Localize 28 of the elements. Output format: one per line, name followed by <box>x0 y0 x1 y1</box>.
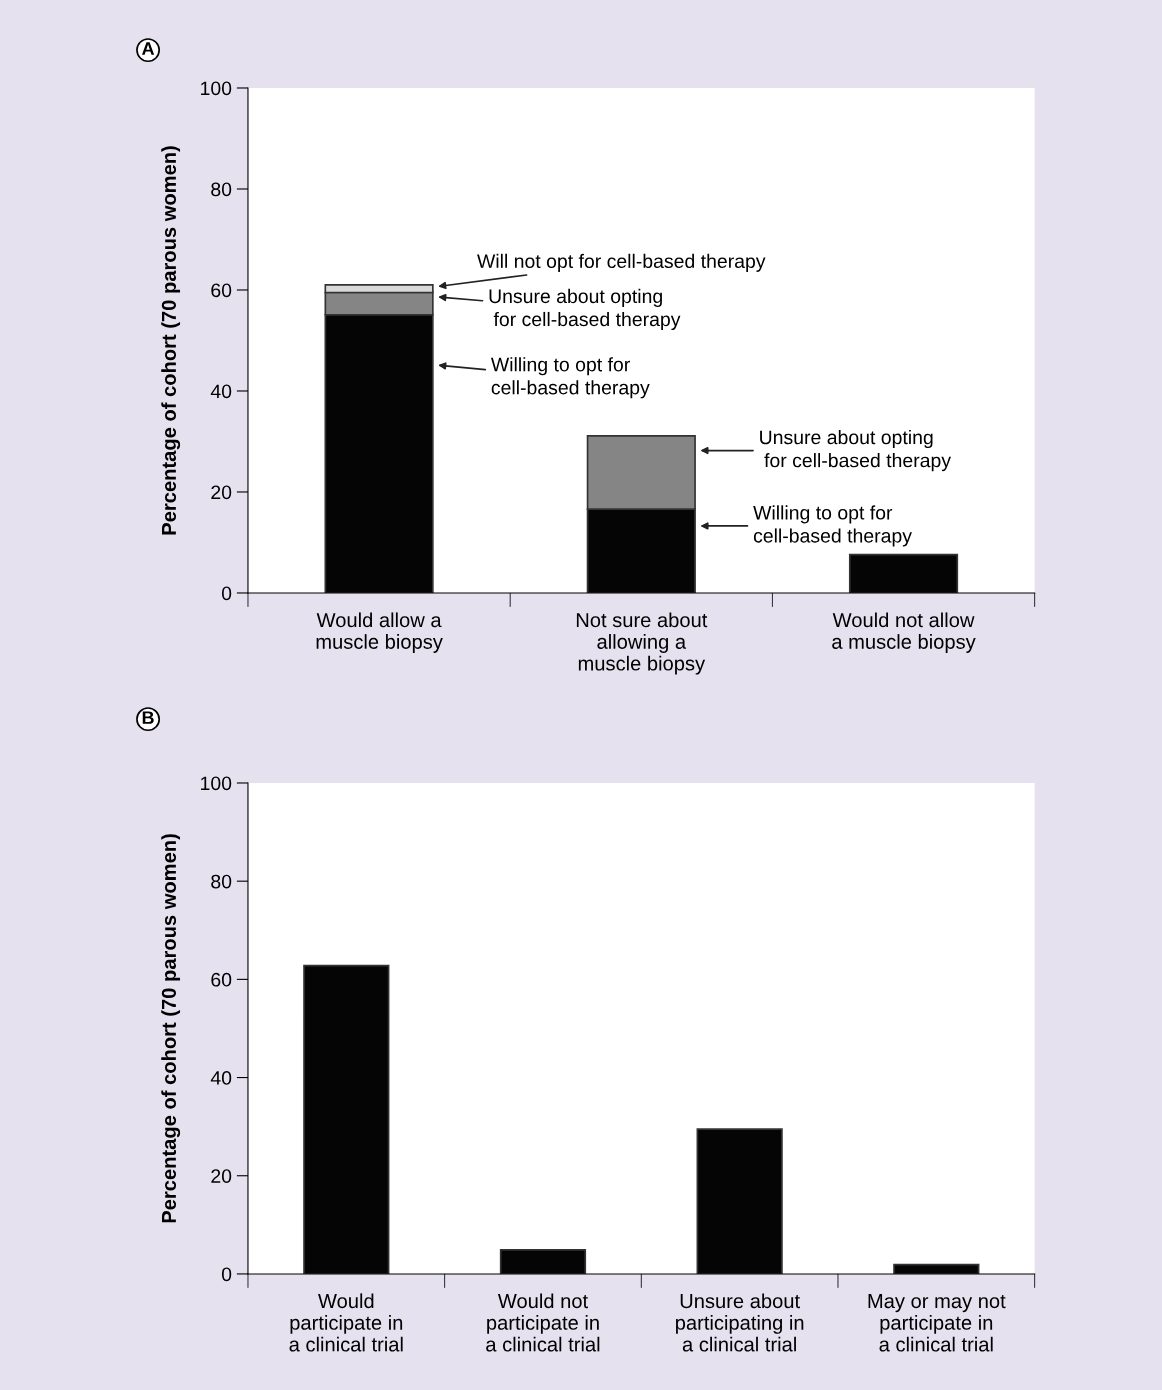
y-axis-title: Percentage of cohort (70 parous women) <box>161 834 181 1223</box>
x-tick-label: Would participate in a clinical trial <box>289 1293 403 1352</box>
y-tick-label: 20 <box>211 485 232 500</box>
y-tick-label: 60 <box>211 283 232 298</box>
y-tick-label: 40 <box>210 1071 232 1085</box>
annotation: Unsure about opting for cell-based therapy <box>760 429 951 472</box>
text: A <box>141 42 155 55</box>
annotation: Will not opt for cell-based therapy <box>477 253 766 272</box>
y-tick-label: 0 <box>221 1267 232 1282</box>
y-tick-label: 60 <box>211 972 232 987</box>
y-tick-label: 100 <box>201 81 232 96</box>
y-tick-label: 80 <box>211 182 232 197</box>
annotation: Willing to opt for cell-based therapy <box>753 505 912 547</box>
annotation: Willing to opt for cell-based therapy <box>490 357 650 399</box>
y-tick-label: 100 <box>201 776 232 791</box>
x-tick-label: Would allow a muscle biopsy <box>316 612 443 653</box>
y-tick-label: 0 <box>221 586 232 601</box>
x-tick-label: May or may not participate in a clinical trial <box>868 1294 1006 1352</box>
x-tick-label: Not sure about allowing a muscle biopsy <box>576 612 708 675</box>
y-tick-label: 80 <box>211 874 232 889</box>
x-tick-label: Unsure about participating in a clinical trial <box>676 1293 804 1352</box>
x-tick-label: Would not allow a muscle biopsy <box>832 612 976 653</box>
y-tick-label: 40 <box>210 384 232 399</box>
x-tick-label: Would not participate in a clinical trial <box>486 1293 600 1352</box>
y-axis-title: Percentage of cohort (70 parous women) <box>161 146 181 535</box>
annotation: Unsure about opting for cell-based therapy <box>489 288 681 331</box>
y-tick-label: 20 <box>211 1169 232 1183</box>
text: B <box>142 711 154 724</box>
